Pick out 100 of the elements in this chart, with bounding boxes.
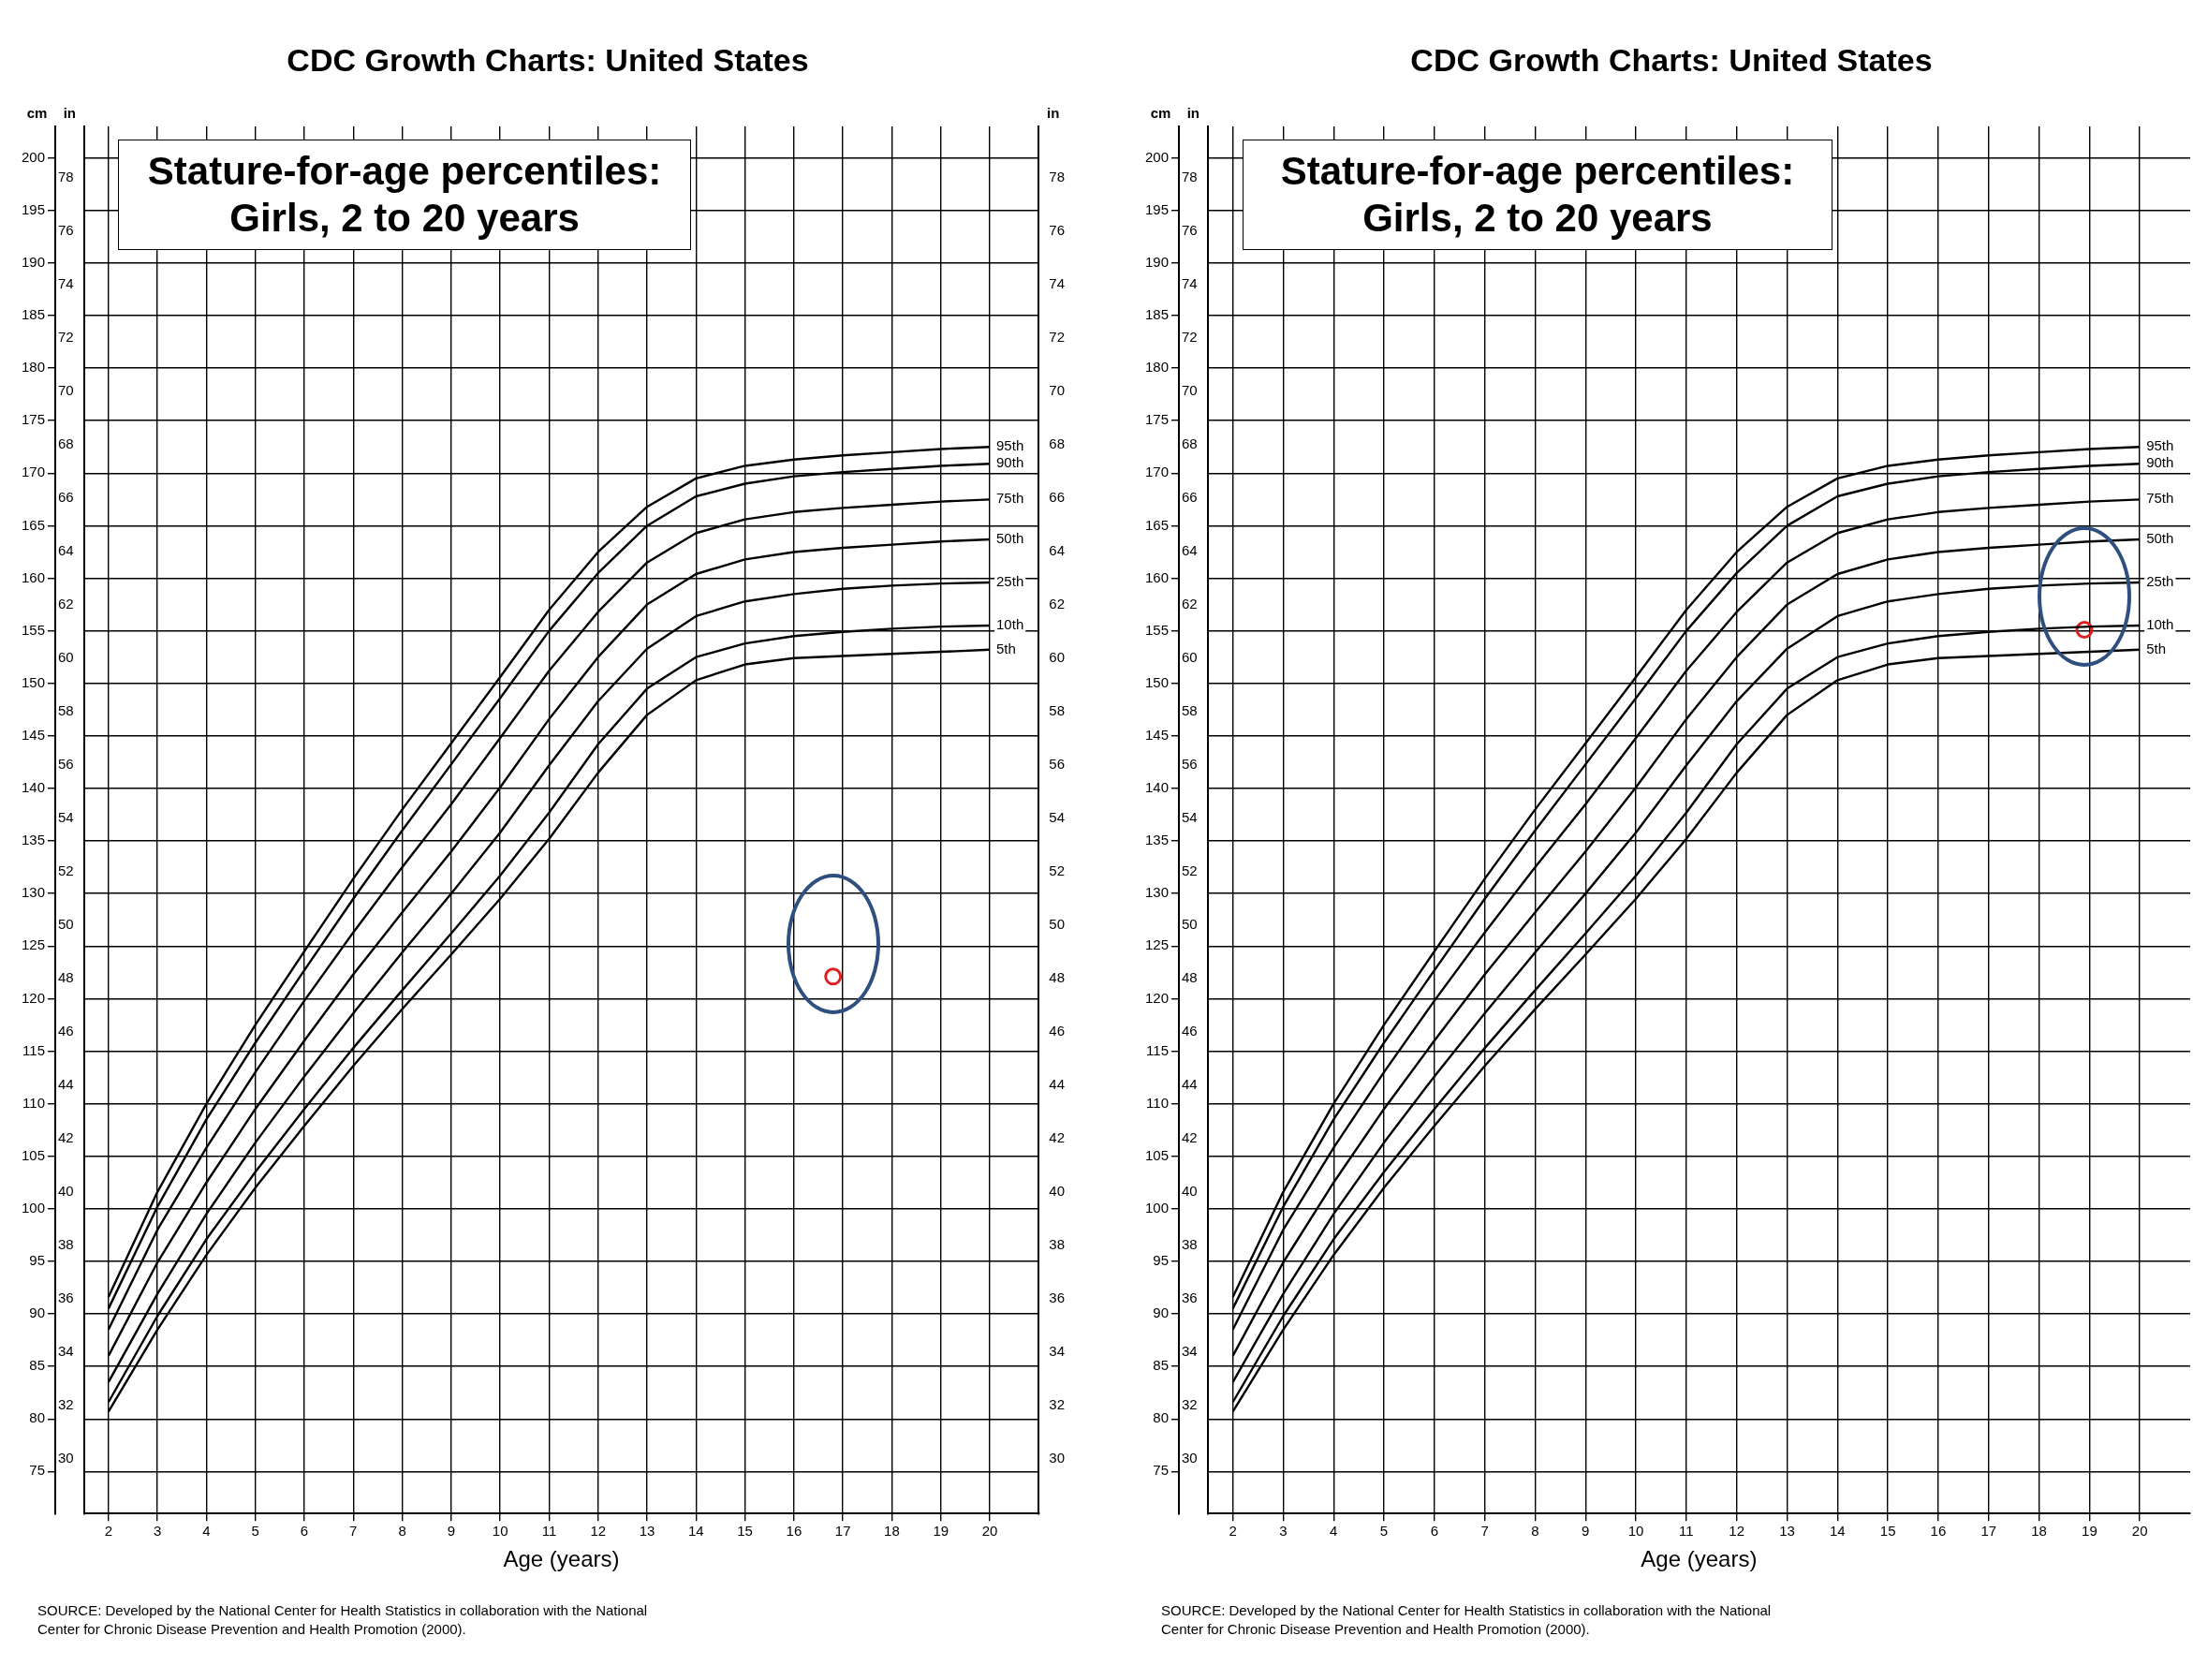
y-tick-label: 95 <box>29 1252 46 1269</box>
y-tick-label: 80 <box>1153 1409 1170 1426</box>
series-label: 10th <box>2146 616 2174 633</box>
y2-axis-title: in <box>63 104 77 121</box>
y-tick-label: 180 <box>1145 359 1170 376</box>
x-tick-label: 7 <box>1480 1523 1489 1540</box>
y-tick-label: 80 <box>29 1409 46 1426</box>
y3-tick-label: 70 <box>1049 381 1065 398</box>
y2-tick-label: 44 <box>1182 1075 1198 1092</box>
x-tick-label: 12 <box>590 1523 607 1540</box>
y2-tick-label: 72 <box>1182 328 1198 345</box>
x-tick-label: 14 <box>687 1523 704 1540</box>
series-label: 90th <box>996 454 1024 471</box>
x-tick-label: 6 <box>1430 1523 1439 1540</box>
y2-tick-label: 58 <box>58 701 74 718</box>
x-tick-label: 13 <box>639 1523 655 1540</box>
y-tick-label: 135 <box>1145 832 1170 848</box>
y-tick-label: 120 <box>22 989 46 1006</box>
y-tick-label: 200 <box>1145 148 1170 165</box>
y3-tick-label: 50 <box>1049 915 1065 932</box>
y2-tick-label: 74 <box>58 274 74 291</box>
x-tick-label: 3 <box>1279 1523 1288 1540</box>
y-tick-label: 150 <box>22 673 46 690</box>
y2-tick-label: 62 <box>58 595 74 612</box>
y-tick-label: 105 <box>1145 1146 1170 1163</box>
y-tick-label: 125 <box>22 936 46 953</box>
x-tick-label: 20 <box>981 1523 998 1540</box>
y3-tick-label: 54 <box>1049 808 1065 825</box>
y2-tick-label: 40 <box>58 1182 74 1199</box>
y-axis-title: cm <box>1150 104 1171 121</box>
y2-tick-label: 56 <box>58 755 74 772</box>
y3-tick-label: 64 <box>1049 541 1065 558</box>
y3-tick-label: 48 <box>1049 968 1065 985</box>
y-tick-label: 150 <box>1145 673 1170 690</box>
y3-tick-label: 32 <box>1049 1395 1065 1412</box>
x-axis-title: Age (years) <box>503 1546 620 1572</box>
y2-tick-label: 52 <box>58 862 74 878</box>
y-tick-label: 130 <box>22 884 46 901</box>
y-axis-title: cm <box>26 104 48 121</box>
x-tick-label: 4 <box>1330 1523 1338 1540</box>
x-tick-label: 17 <box>834 1523 851 1540</box>
y2-tick-label: 34 <box>58 1342 74 1359</box>
x-tick-label: 4 <box>202 1523 211 1540</box>
y2-tick-label: 50 <box>58 915 74 932</box>
x-tick-label: 10 <box>492 1523 508 1540</box>
chart-title: CDC Growth Charts: United States <box>1409 42 1934 79</box>
y-tick-label: 110 <box>22 1094 46 1111</box>
y-tick-label: 195 <box>1145 200 1170 217</box>
y2-tick-label: 76 <box>58 221 74 238</box>
x-tick-label: 19 <box>933 1523 949 1540</box>
series-label: 75th <box>2146 490 2174 507</box>
y2-tick-label: 42 <box>1182 1128 1198 1145</box>
y-tick-label: 100 <box>22 1199 46 1216</box>
x-tick-label: 18 <box>884 1523 900 1540</box>
y-tick-label: 180 <box>22 359 46 376</box>
y2-tick-label: 78 <box>58 168 74 184</box>
y-tick-label: 190 <box>1145 254 1170 271</box>
x-tick-label: 11 <box>541 1523 557 1540</box>
y2-tick-label: 60 <box>1182 648 1198 665</box>
y3-tick-label: 40 <box>1049 1182 1065 1199</box>
y2-tick-label: 68 <box>58 435 74 451</box>
y2-tick-label: 42 <box>58 1128 74 1145</box>
y2-tick-label: 62 <box>1182 595 1198 612</box>
x-tick-label: 15 <box>1879 1523 1896 1540</box>
series-label: 50th <box>2146 530 2174 547</box>
y-tick-label: 145 <box>1145 726 1170 743</box>
y-tick-label: 140 <box>1145 779 1170 796</box>
y3-tick-label: 76 <box>1049 221 1065 238</box>
y-tick-label: 155 <box>1145 621 1170 638</box>
y2-tick-label: 38 <box>1182 1235 1198 1252</box>
y-tick-label: 130 <box>1145 884 1170 901</box>
y2-tick-label: 38 <box>58 1235 74 1252</box>
y-tick-label: 145 <box>22 726 46 743</box>
x-tick-label: 7 <box>349 1523 358 1540</box>
y-tick-label: 75 <box>1153 1462 1170 1479</box>
y-tick-label: 115 <box>1146 1041 1170 1058</box>
series-label: 25th <box>996 573 1024 590</box>
x-tick-label: 8 <box>398 1523 406 1540</box>
series-label: 95th <box>996 437 1024 454</box>
y2-tick-label: 48 <box>1182 968 1198 985</box>
series-label: 5th <box>2146 640 2167 656</box>
y3-tick-label: 46 <box>1049 1022 1065 1039</box>
y-tick-label: 200 <box>22 148 46 165</box>
series-label: 90th <box>2146 454 2174 471</box>
y2-tick-label: 36 <box>58 1289 74 1305</box>
y3-tick-label: 56 <box>1049 755 1065 772</box>
y2-tick-label: 66 <box>1182 488 1198 505</box>
x-tick-label: 16 <box>786 1523 802 1540</box>
y2-tick-label: 76 <box>1182 221 1198 238</box>
y2-tick-label: 46 <box>58 1022 74 1039</box>
y-tick-label: 110 <box>1146 1094 1170 1111</box>
y2-tick-label: 78 <box>1182 168 1198 184</box>
y-tick-label: 185 <box>1145 306 1170 323</box>
y2-tick-label: 44 <box>58 1075 74 1092</box>
x-tick-label: 12 <box>1729 1523 1745 1540</box>
y-tick-label: 195 <box>22 200 46 217</box>
y2-tick-label: 36 <box>1182 1289 1198 1305</box>
y-tick-label: 170 <box>22 464 46 480</box>
y-tick-label: 160 <box>22 568 46 585</box>
y2-tick-label: 48 <box>58 968 74 985</box>
